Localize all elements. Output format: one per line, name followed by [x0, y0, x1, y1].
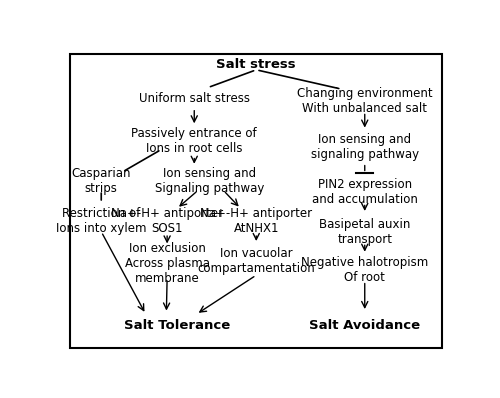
Text: Uniform salt stress: Uniform salt stress [139, 92, 250, 105]
Text: Ion sensing and
Signaling pathway: Ion sensing and Signaling pathway [155, 167, 264, 195]
Text: Casparian
strips: Casparian strips [72, 167, 131, 195]
FancyBboxPatch shape [70, 54, 442, 348]
Text: Salt Avoidance: Salt Avoidance [309, 319, 420, 332]
Text: Restriction of
Ions into xylem: Restriction of Ions into xylem [56, 207, 146, 235]
Text: Basipetal auxin
transport: Basipetal auxin transport [319, 218, 410, 246]
Text: Negative halotropism
Of root: Negative halotropism Of root [301, 256, 428, 284]
Text: Ion vacuolar
compartamentation: Ion vacuolar compartamentation [198, 247, 315, 275]
Text: PIN2 expression
and accumulation: PIN2 expression and accumulation [312, 178, 418, 206]
Text: Salt Tolerance: Salt Tolerance [124, 319, 230, 332]
Text: Changing environment
With unbalanced salt: Changing environment With unbalanced sal… [297, 88, 432, 115]
Text: Na+-H+ antiporter
SOS1: Na+-H+ antiporter SOS1 [111, 207, 223, 235]
Text: Salt stress: Salt stress [216, 58, 296, 71]
Text: Na+-H+ antiporter
AtNHX1: Na+-H+ antiporter AtNHX1 [200, 207, 312, 235]
Text: Ion sensing and
signaling pathway: Ion sensing and signaling pathway [310, 133, 419, 161]
Text: Passively entrance of
Ions in root cells: Passively entrance of Ions in root cells [132, 127, 257, 155]
Text: Ion exclusion
Across plasma
membrane: Ion exclusion Across plasma membrane [124, 242, 210, 285]
